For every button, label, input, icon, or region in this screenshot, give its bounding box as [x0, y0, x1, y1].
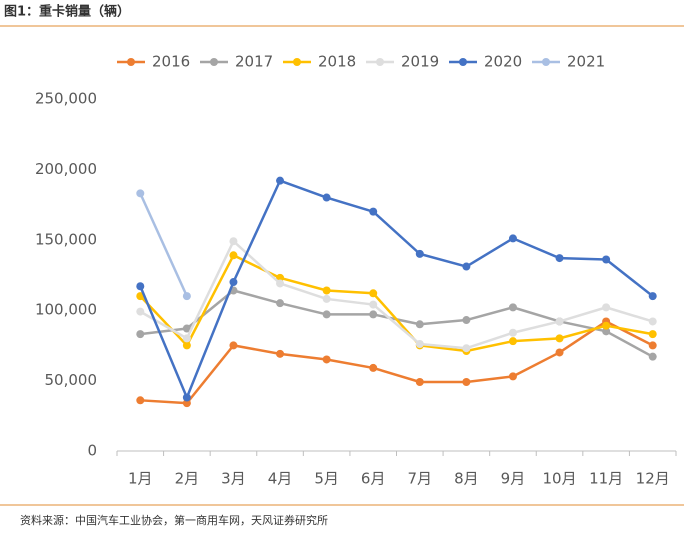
x-tick-label: 11月: [589, 470, 623, 488]
data-point: [182, 324, 191, 333]
y-tick-label: 200,000: [35, 160, 97, 178]
legend-label: 2019: [401, 53, 439, 71]
data-point: [462, 262, 471, 271]
legend-label: 2018: [318, 53, 356, 71]
series-line: [139, 239, 654, 350]
series-line: [139, 192, 189, 297]
data-point: [276, 279, 285, 288]
data-point: [462, 344, 471, 353]
data-point: [602, 255, 611, 264]
x-tick-label: 8月: [454, 470, 479, 488]
data-point: [322, 355, 331, 364]
data-point: [229, 341, 238, 350]
data-point: [182, 341, 191, 350]
data-point: [369, 310, 378, 319]
data-point: [182, 399, 191, 408]
y-tick-label: 250,000: [35, 90, 97, 108]
series-line: [140, 320, 654, 405]
data-point: [648, 352, 657, 361]
data-point: [136, 307, 145, 316]
data-point: [508, 372, 517, 381]
data-point: [182, 334, 191, 343]
legend-marker: [210, 58, 218, 66]
legend-label: 2020: [484, 53, 522, 71]
legend-marker: [459, 58, 467, 66]
data-point: [136, 282, 145, 291]
data-point: [276, 176, 285, 185]
data-point: [508, 234, 517, 243]
data-point: [555, 348, 564, 357]
legend-label: 2017: [235, 53, 273, 71]
chart-title: 图1：重卡销量（辆）: [4, 4, 130, 20]
data-point: [182, 292, 191, 301]
data-point: [648, 330, 657, 339]
x-tick-label: 9月: [501, 470, 526, 488]
data-point: [276, 349, 285, 358]
data-point: [276, 299, 285, 308]
data-point: [182, 393, 191, 402]
data-point: [648, 317, 657, 326]
data-point: [229, 237, 238, 246]
data-point: [136, 330, 145, 339]
data-point: [508, 303, 517, 312]
data-point: [555, 317, 564, 326]
y-tick-label: 50,000: [45, 371, 98, 389]
data-point: [369, 300, 378, 309]
data-point: [648, 292, 657, 301]
data-point: [322, 286, 331, 295]
legend-label: 2021: [567, 53, 605, 71]
y-tick-label: 150,000: [35, 230, 97, 248]
data-point: [508, 328, 517, 337]
data-point: [369, 363, 378, 372]
series-line: [139, 179, 654, 399]
data-point: [136, 189, 145, 198]
data-point: [276, 273, 285, 282]
data-point: [415, 378, 424, 387]
source-note: 资料来源：中国汽车工业协会，第一商用车网，天风证券研究所: [20, 513, 328, 527]
data-point: [555, 254, 564, 263]
data-point: [462, 378, 471, 387]
x-tick-label: 7月: [408, 470, 433, 488]
data-point: [369, 207, 378, 216]
legend-marker: [127, 58, 135, 66]
data-point: [602, 303, 611, 312]
x-tick-label: 12月: [636, 470, 670, 488]
data-point: [602, 327, 611, 336]
legend-marker: [542, 58, 550, 66]
data-point: [648, 341, 657, 350]
series-line: [139, 254, 653, 353]
x-tick-label: 6月: [361, 470, 386, 488]
data-point: [415, 339, 424, 348]
data-point: [369, 289, 378, 298]
data-point: [322, 294, 331, 303]
y-tick-label: 0: [87, 442, 97, 460]
data-point: [229, 251, 238, 260]
legend-marker: [293, 58, 301, 66]
data-point: [322, 193, 331, 202]
y-tick-label: 100,000: [35, 301, 97, 319]
data-point: [229, 278, 238, 287]
data-point: [415, 249, 424, 258]
data-point: [415, 320, 424, 329]
x-tick-label: 3月: [221, 470, 246, 488]
x-tick-label: 5月: [314, 470, 339, 488]
x-tick-label: 4月: [268, 470, 293, 488]
data-point: [462, 316, 471, 325]
legend-label: 2016: [152, 53, 190, 71]
data-point: [508, 337, 517, 346]
x-tick-label: 1月: [128, 470, 153, 488]
x-tick-label: 10月: [542, 470, 576, 488]
legend-marker: [376, 58, 384, 66]
x-tick-label: 2月: [175, 470, 200, 488]
data-point: [602, 321, 611, 330]
data-point: [136, 396, 145, 405]
data-point: [322, 310, 331, 319]
data-point: [555, 334, 564, 343]
